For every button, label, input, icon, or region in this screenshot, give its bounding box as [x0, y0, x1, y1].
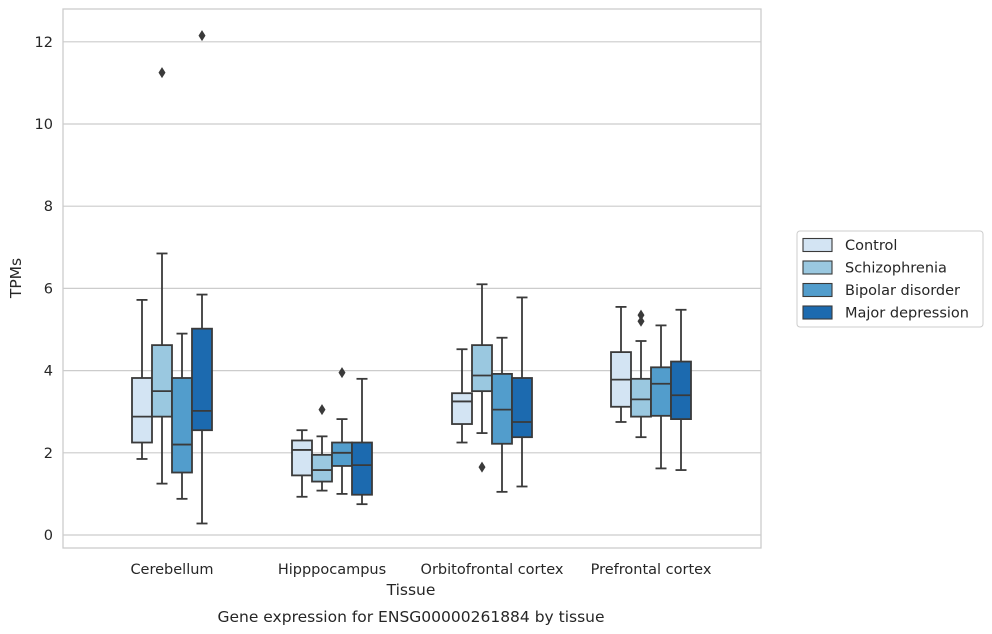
box-major-depression-0 [191, 30, 213, 525]
legend: Control Schizophrenia Bipolar disorder Majo… [796, 230, 984, 328]
box-schizophrenia-2 [471, 283, 493, 473]
box-major-depression-2 [511, 296, 533, 488]
iqr-box [451, 392, 473, 425]
y-tick-label: 12 [35, 35, 53, 51]
iqr-box [151, 344, 173, 418]
iqr-box [650, 366, 672, 417]
legend-label: Bipolar disorder [845, 283, 960, 299]
iqr-box [191, 327, 213, 432]
legend-swatch [802, 237, 833, 253]
outlier-point [478, 461, 486, 473]
legend-frame [796, 230, 984, 328]
iqr-box [630, 377, 652, 418]
boxes [131, 30, 692, 525]
box-bipolar-disorder-0 [171, 332, 193, 500]
box-control-0 [131, 299, 153, 460]
box-bipolar-disorder-1 [331, 367, 353, 495]
y-tick-label: 8 [44, 199, 53, 215]
iqr-box [351, 441, 373, 496]
y-tick-labels: 0 2 4 6 8 10 12 [35, 35, 53, 544]
box-bipolar-disorder-3 [650, 324, 672, 470]
box-control-2 [451, 348, 473, 444]
x-tick-label: Hipppocampus [278, 562, 386, 578]
y-tick-label: 2 [44, 446, 53, 462]
iqr-box [171, 377, 193, 474]
legend-swatch [802, 305, 833, 320]
x-tick-label: Orbitofrontal cortex [421, 562, 564, 578]
iqr-box [471, 344, 493, 393]
outlier-point [198, 30, 206, 42]
x-tick-label: Prefrontal cortex [591, 562, 712, 578]
legend-label: Major depression [845, 306, 969, 322]
outlier-point [158, 67, 166, 79]
iqr-box [291, 439, 313, 477]
iqr-box [511, 377, 533, 439]
y-tick-label: 4 [44, 364, 53, 380]
outlier-point [637, 315, 645, 327]
y-tick-label: 10 [35, 117, 53, 133]
legend-label: Control [845, 238, 897, 254]
box-major-depression-1 [351, 377, 373, 506]
y-axis-label: TPMs [7, 258, 25, 299]
outlier-point [338, 367, 346, 379]
plot-frame [62, 8, 762, 549]
iqr-box [311, 453, 333, 483]
y-tick-label: 6 [44, 281, 53, 297]
box-schizophrenia-0 [151, 67, 173, 485]
y-tick-label: 0 [44, 528, 53, 544]
x-axis-label: Tissue [386, 581, 436, 599]
legend-label: Schizophrenia [845, 261, 947, 277]
box-schizophrenia-1 [311, 404, 333, 492]
box-major-depression-3 [670, 308, 692, 471]
legend-swatch [802, 260, 833, 275]
x-tick-label: Cerebellum [130, 562, 213, 578]
outlier-point [318, 404, 326, 416]
legend-swatch [802, 282, 833, 298]
x-tick-labels: Cerebellum Hipppocampus Orbitofrontal cort… [130, 562, 711, 578]
iqr-box [331, 441, 353, 467]
iqr-box [131, 377, 153, 444]
iqr-box [670, 360, 692, 420]
outlier-point [637, 309, 645, 321]
chart-caption: Gene expression for ENSG00000261884 by t… [217, 608, 604, 626]
